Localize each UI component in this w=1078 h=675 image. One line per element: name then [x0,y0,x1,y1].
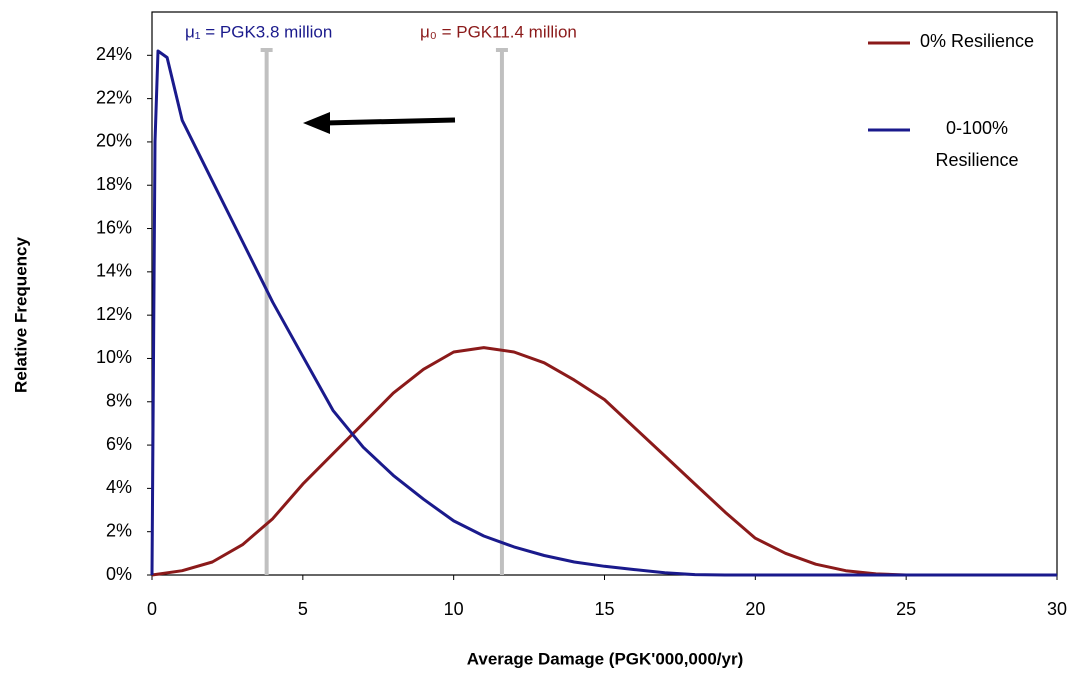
y-tick-label: 16% [96,217,132,237]
x-tick-label: 15 [594,599,614,619]
annotation: μ₁ = PGK3.8 million [185,22,332,41]
series-line [151,346,1057,577]
x-tick-label: 0 [147,599,157,619]
arrow [303,112,456,134]
x-tick-label: 30 [1047,599,1067,619]
y-tick-label: 20% [96,131,132,151]
y-tick-label: 4% [106,477,132,497]
y-tick-label: 10% [96,347,132,367]
plot-frame [151,11,1058,576]
x-tick-label: 5 [298,599,308,619]
series-line [150,49,1057,577]
y-tick-label: 0% [106,564,132,584]
legend-label: 0% Resilience [919,31,1035,51]
x-tick-label: 20 [745,599,765,619]
mean-line [495,48,508,575]
x-tick-label: 10 [444,599,464,619]
legend-label: 0-100% Resilience [935,118,1019,170]
x-axis-title: Average Damage (PGK'000,000/yr) [467,649,744,668]
mean-line [260,48,273,575]
y-tick-label: 6% [106,434,132,454]
y-axis-title: Relative Frequency [11,237,30,393]
y-tick-label: 2% [106,520,132,540]
y-tick-label: 18% [96,174,132,194]
y-tick-label: 14% [96,261,132,281]
y-tick-label: 24% [96,44,132,64]
y-tick-label: 12% [96,304,132,324]
x-tick-label: 25 [896,599,916,619]
annotation: μ₀ = PGK11.4 million [420,22,577,41]
y-tick-label: 22% [96,87,132,107]
y-tick-label: 8% [106,391,132,411]
